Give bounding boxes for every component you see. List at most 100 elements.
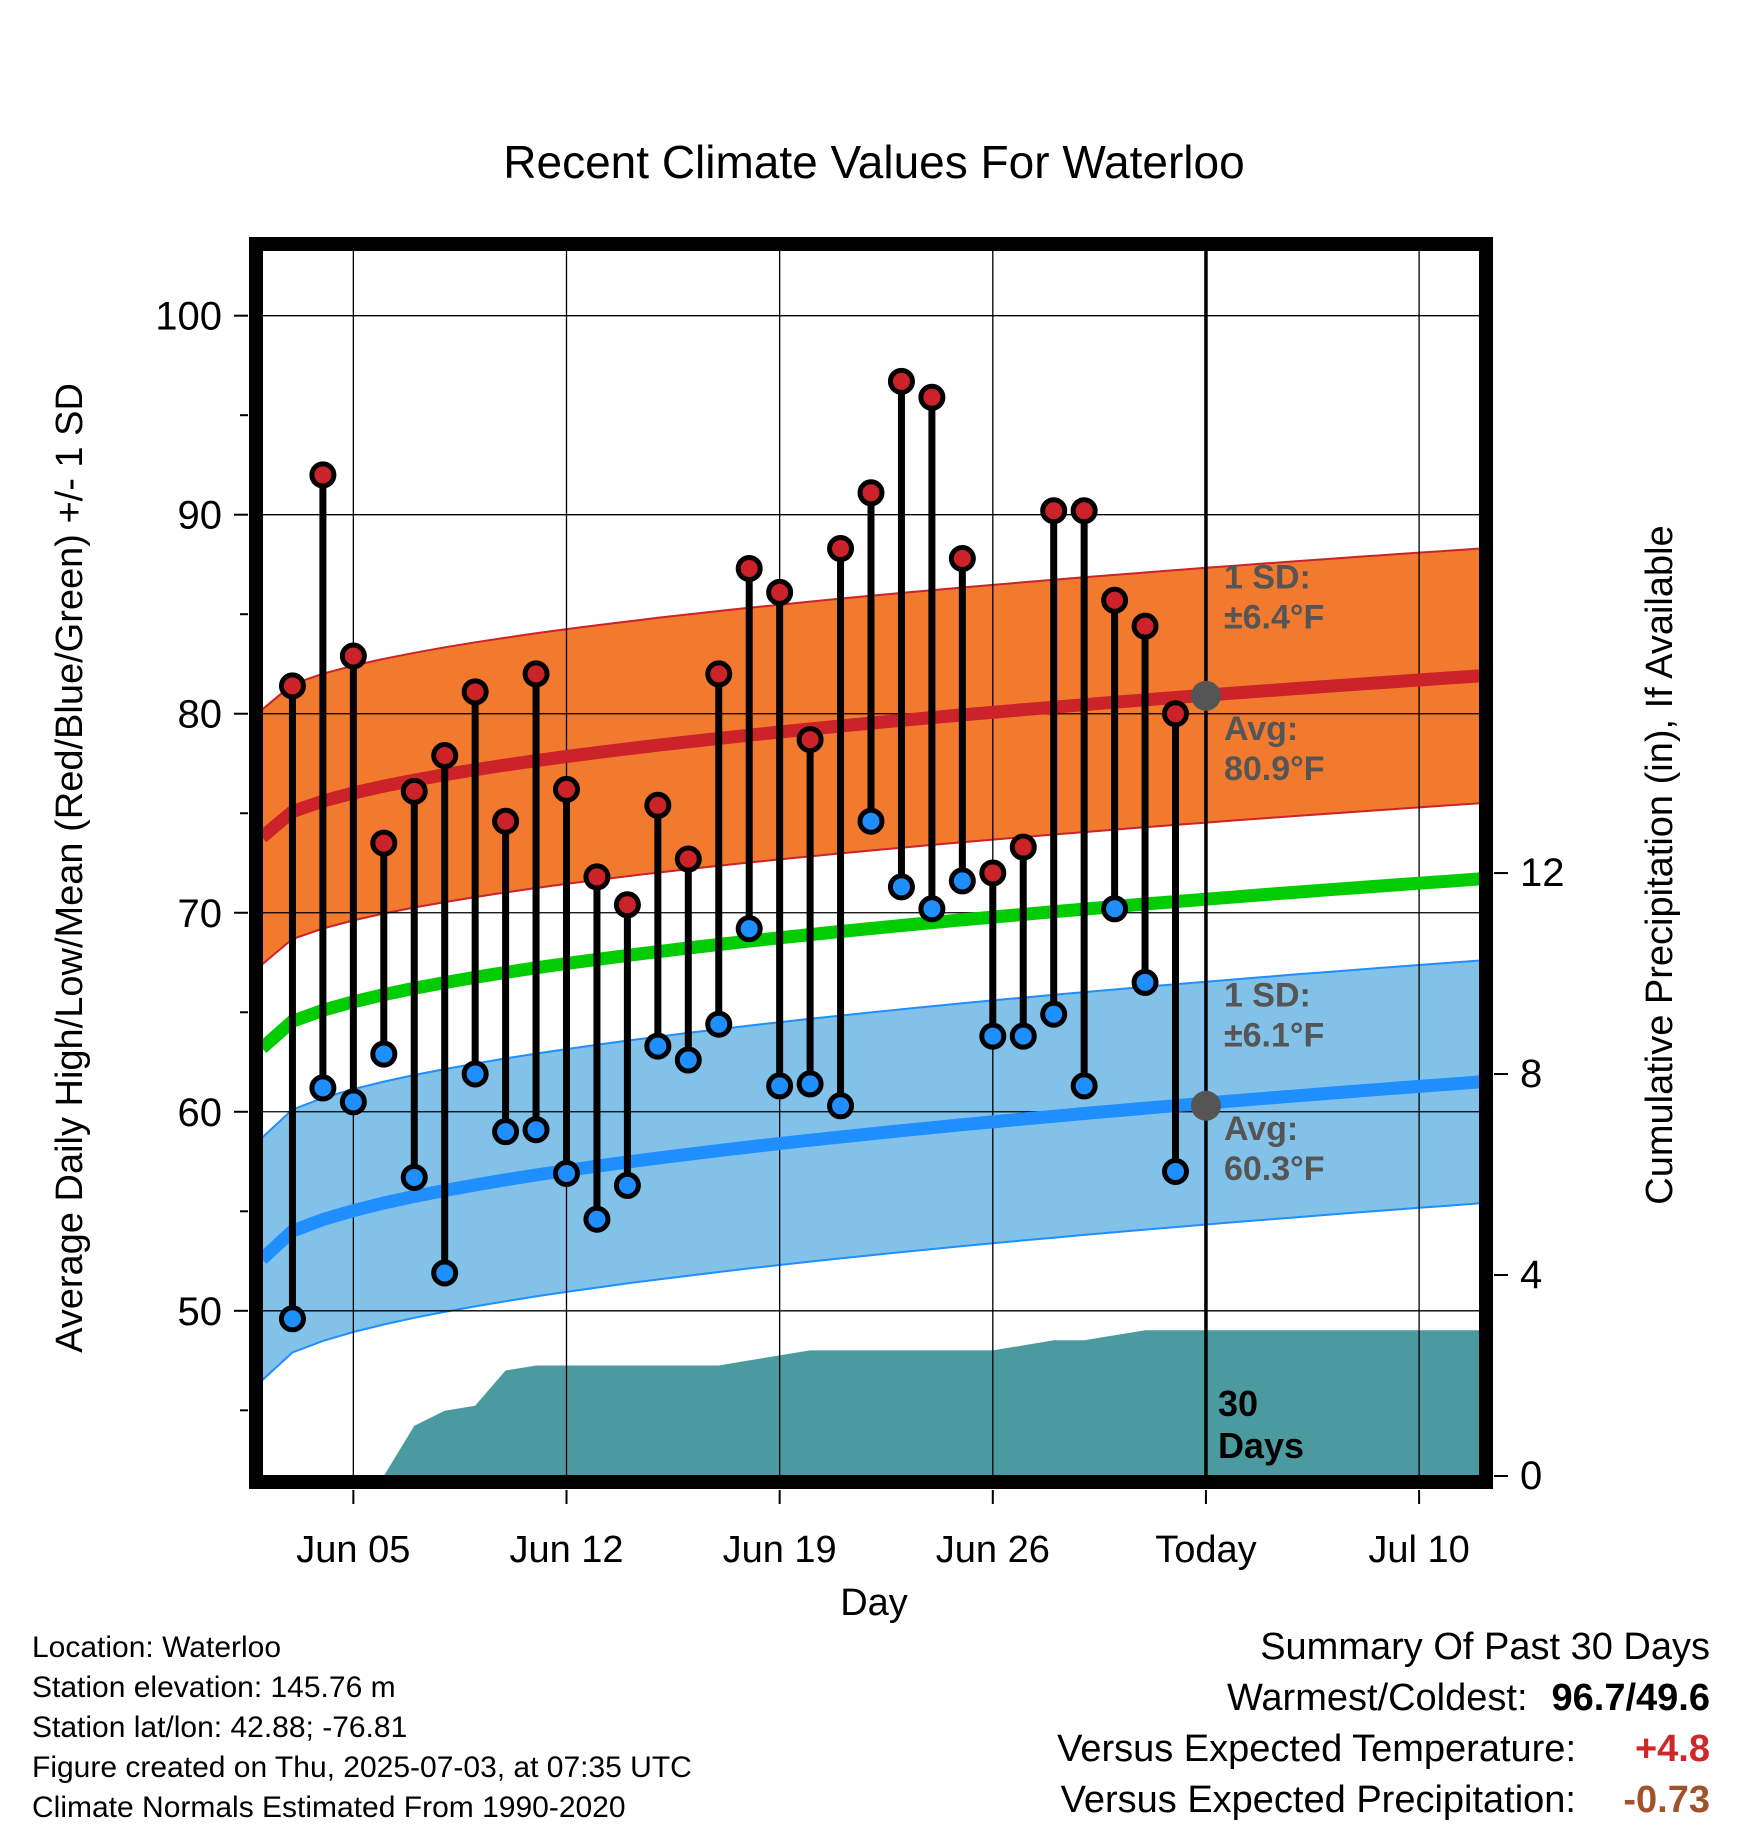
daily-high-point xyxy=(644,791,672,819)
daily-low-point xyxy=(644,1032,672,1060)
chart-title: Recent Climate Values For Waterloo xyxy=(503,136,1244,188)
daily-low-point xyxy=(827,1092,855,1120)
y2-tick-label: 0 xyxy=(1520,1454,1542,1498)
summary-temp: Versus Expected Temperature: +4.8 xyxy=(1057,1724,1710,1775)
daily-low-point xyxy=(766,1072,794,1100)
latlon-text: Station lat/lon: 42.88; -76.81 xyxy=(32,1711,408,1744)
created-text: Figure created on Thu, 2025-07-03, at 07… xyxy=(32,1751,692,1784)
daily-low-point xyxy=(674,1046,702,1074)
x-tick-label: Jun 12 xyxy=(509,1529,623,1571)
daily-high-point xyxy=(370,829,398,857)
avg-low-marker xyxy=(1190,1090,1221,1121)
warm-cold-label: Warmest/Coldest: xyxy=(1226,1677,1528,1719)
daily-high-point xyxy=(918,383,946,411)
x-tick-label: Jun 26 xyxy=(936,1529,1050,1571)
low-sd-label: 1 SD: xyxy=(1224,977,1311,1015)
summary-panel: Summary Of Past 30 Days Warmest/Coldest:… xyxy=(1057,1622,1710,1826)
daily-high-point xyxy=(1101,586,1129,614)
daily-low-point xyxy=(1040,1000,1068,1028)
x-tick-label: Today xyxy=(1155,1529,1256,1571)
y-axis-label: Average Daily High/Low/Mean (Red/Blue/Gr… xyxy=(49,383,91,1353)
precip-label: Versus Expected Precipitation: xyxy=(1060,1779,1576,1821)
daily-low-point xyxy=(705,1010,733,1038)
period-label-unit: Days xyxy=(1218,1425,1304,1466)
y-tick-label: 50 xyxy=(178,1290,223,1334)
daily-high-point xyxy=(827,535,855,563)
daily-high-point xyxy=(796,726,824,754)
summary-title: Summary Of Past 30 Days xyxy=(1260,1626,1710,1668)
avg-low-value: 60.3°F xyxy=(1224,1150,1325,1188)
daily-high-point xyxy=(583,863,611,891)
daily-high-point xyxy=(400,777,428,805)
daily-low-point xyxy=(492,1118,520,1146)
precip-value: -0.73 xyxy=(1623,1779,1710,1821)
daily-low-point xyxy=(857,807,885,835)
daily-high-point xyxy=(522,660,550,688)
daily-high-point xyxy=(1040,497,1068,525)
avg-high-marker xyxy=(1190,680,1221,711)
normals-text: Climate Normals Estimated From 1990-2020 xyxy=(32,1791,626,1824)
normal-mean-line xyxy=(257,872,1481,1053)
summary-precip: Versus Expected Precipitation: -0.73 xyxy=(1057,1775,1710,1826)
x-tick-label: Jun 05 xyxy=(296,1529,410,1571)
y-tick-label: 80 xyxy=(178,693,223,737)
daily-high-point xyxy=(309,461,337,489)
daily-high-point xyxy=(492,807,520,835)
high-sd-band-lower-edge xyxy=(261,802,1481,966)
daily-high-point xyxy=(431,742,459,770)
daily-high-point xyxy=(705,660,733,688)
daily-high-point xyxy=(553,775,580,803)
daily-low-point xyxy=(583,1205,611,1233)
daily-high-point xyxy=(948,544,976,572)
y2-tick-label: 8 xyxy=(1520,1052,1542,1096)
y-tick-label: 100 xyxy=(155,295,222,339)
daily-low-point xyxy=(461,1060,489,1088)
daily-low-point xyxy=(1131,968,1159,996)
y-tick-label: 90 xyxy=(178,494,223,538)
daily-high-point xyxy=(1009,833,1037,861)
daily-low-point xyxy=(796,1070,824,1098)
daily-low-point xyxy=(339,1088,367,1116)
daily-low-point xyxy=(613,1171,641,1199)
normal-low-line xyxy=(257,1075,1481,1264)
daily-high-point xyxy=(1070,497,1098,525)
daily-high-point xyxy=(613,891,641,919)
station-info: Location: Waterloo Station elevation: 14… xyxy=(32,1628,692,1828)
low-sd-value: ±6.1°F xyxy=(1224,1017,1324,1055)
daily-low-point xyxy=(735,915,763,943)
y-tick-label: 60 xyxy=(178,1091,223,1135)
daily-high-point xyxy=(1162,700,1189,728)
y2-tick-label: 12 xyxy=(1520,851,1565,895)
daily-high-point xyxy=(461,678,489,706)
avg-high-value: 80.9°F xyxy=(1224,750,1325,788)
daily-high-point xyxy=(278,672,306,700)
daily-high-point xyxy=(735,554,763,582)
plot-frame xyxy=(249,237,1493,1489)
climate-chart: Recent Climate Values For Waterloo Avera… xyxy=(49,136,1681,1624)
daily-low-point xyxy=(1070,1072,1098,1100)
temp-label: Versus Expected Temperature: xyxy=(1057,1728,1576,1770)
daily-low-point xyxy=(1162,1157,1189,1185)
daily-high-point xyxy=(766,578,794,606)
high-sd-value: ±6.4°F xyxy=(1224,599,1324,637)
daily-low-point xyxy=(522,1116,550,1144)
period-label-number: 30 xyxy=(1218,1383,1258,1424)
daily-low-point xyxy=(309,1074,337,1102)
y2-axis-label: Cumulative Precipitation (in), If Availa… xyxy=(1639,525,1681,1204)
daily-high-point xyxy=(339,642,367,670)
daily-low-point xyxy=(1101,895,1129,923)
daily-high-point xyxy=(979,859,1007,887)
daily-high-point xyxy=(857,479,885,507)
daily-low-point xyxy=(948,867,976,895)
y-tick-label: 70 xyxy=(178,892,223,936)
x-tick-label: Jul 10 xyxy=(1368,1529,1469,1571)
daily-low-point xyxy=(278,1305,306,1333)
high-sd-label: 1 SD: xyxy=(1224,559,1311,597)
temp-value: +4.8 xyxy=(1634,1728,1710,1770)
cumulative-precip-area xyxy=(292,1330,1480,1476)
daily-low-point xyxy=(370,1040,398,1068)
daily-low-point xyxy=(553,1159,580,1187)
daily-low-point xyxy=(400,1163,428,1191)
warm-cold-value: 96.7/49.6 xyxy=(1551,1677,1710,1719)
